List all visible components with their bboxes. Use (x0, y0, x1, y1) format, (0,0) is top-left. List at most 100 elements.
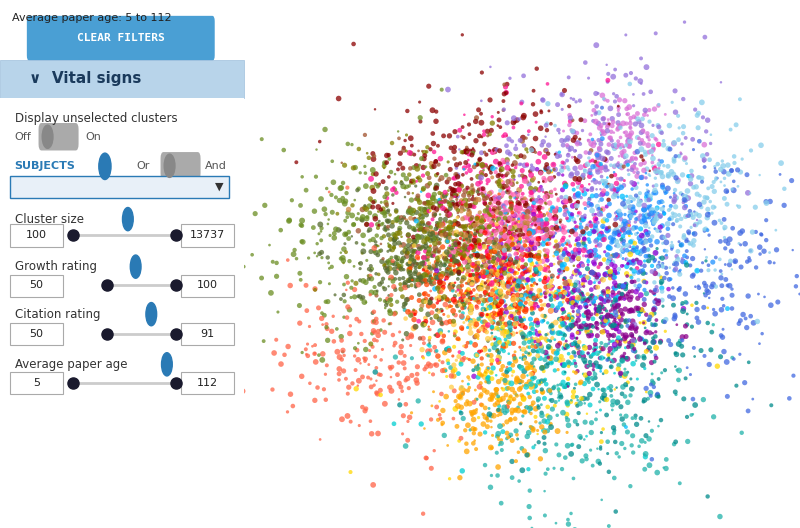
Point (474, 109, 487, 118)
Point (499, 342, 512, 351)
Point (601, 127, 614, 135)
Point (446, 269, 459, 277)
Point (562, 399, 574, 408)
Point (492, 407, 505, 415)
Point (281, 408, 294, 416)
Point (384, 235, 397, 243)
Point (428, 252, 441, 260)
Point (458, 206, 470, 214)
Point (543, 413, 556, 422)
Point (578, 242, 591, 250)
Point (351, 381, 364, 390)
Point (570, 334, 583, 343)
Point (518, 408, 530, 416)
Point (516, 256, 529, 265)
Point (392, 212, 405, 221)
Point (423, 263, 436, 271)
Point (444, 286, 457, 295)
Point (481, 323, 494, 331)
Point (492, 336, 505, 344)
Point (472, 272, 485, 280)
Point (461, 323, 474, 332)
Point (488, 303, 501, 312)
Point (562, 515, 574, 524)
Point (473, 237, 486, 245)
Point (356, 213, 369, 221)
Point (575, 260, 588, 268)
Point (523, 286, 536, 294)
Point (591, 202, 604, 211)
Point (535, 219, 548, 228)
Point (534, 240, 547, 248)
Point (418, 290, 431, 298)
Point (514, 226, 527, 234)
Point (645, 310, 658, 319)
Point (494, 422, 506, 430)
Point (538, 487, 551, 495)
Point (589, 214, 602, 223)
Point (342, 228, 355, 237)
Point (641, 327, 654, 335)
Point (513, 212, 526, 221)
Point (663, 121, 676, 130)
Point (624, 238, 637, 246)
Point (374, 247, 387, 255)
Point (466, 242, 478, 250)
Point (517, 230, 530, 239)
Point (662, 275, 675, 284)
Point (569, 417, 582, 426)
Point (636, 127, 649, 135)
Point (572, 138, 585, 147)
Point (422, 174, 435, 182)
Point (391, 256, 404, 264)
Point (566, 288, 579, 296)
Point (537, 137, 550, 146)
Point (561, 141, 574, 149)
Point (370, 238, 382, 246)
Point (436, 193, 449, 201)
Point (530, 165, 543, 174)
Point (503, 214, 516, 222)
Point (456, 389, 469, 398)
Point (546, 229, 559, 237)
Point (590, 150, 603, 158)
Point (614, 294, 626, 303)
Point (494, 176, 506, 184)
Point (473, 370, 486, 379)
Point (583, 238, 596, 246)
Point (539, 289, 552, 297)
Point (500, 89, 513, 97)
Point (494, 263, 506, 272)
Point (490, 243, 503, 252)
Point (469, 234, 482, 242)
Point (754, 171, 766, 180)
Point (644, 195, 657, 203)
Point (674, 222, 686, 231)
Point (402, 436, 414, 445)
Point (643, 328, 656, 337)
Point (438, 293, 450, 301)
Point (446, 174, 459, 183)
Point (574, 163, 587, 172)
Point (438, 197, 451, 206)
Point (589, 224, 602, 232)
Point (504, 176, 517, 184)
Point (430, 229, 442, 238)
Point (497, 421, 510, 429)
Point (477, 420, 490, 428)
Point (447, 262, 460, 270)
Point (449, 237, 462, 246)
Point (481, 180, 494, 188)
Point (624, 272, 637, 280)
Point (512, 188, 525, 196)
Point (428, 343, 441, 352)
Point (590, 318, 603, 327)
Point (526, 425, 539, 433)
Point (520, 245, 533, 253)
Point (616, 175, 629, 183)
Point (471, 212, 484, 220)
Point (698, 289, 710, 298)
Point (386, 331, 399, 340)
Point (590, 294, 602, 302)
Point (426, 129, 439, 138)
